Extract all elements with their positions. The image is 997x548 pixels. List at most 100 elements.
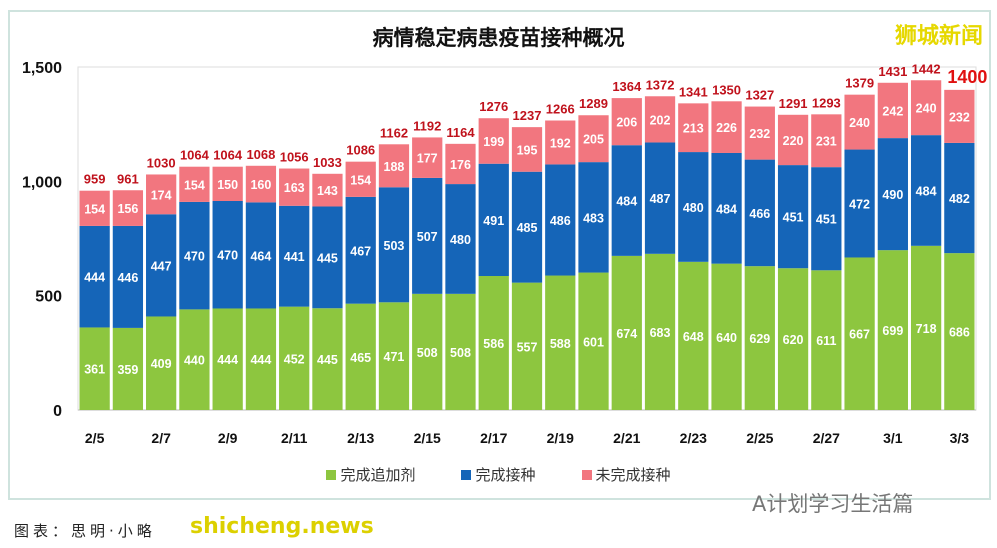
data-label: 174	[151, 188, 172, 202]
bar-segment-1	[378, 187, 410, 303]
total-label: 1293	[812, 95, 841, 110]
bar-segment-1	[412, 177, 443, 294]
data-label: 160	[250, 178, 271, 192]
x-tick-label: 2/15	[414, 430, 441, 446]
x-tick-label: 3/3	[950, 430, 970, 446]
bar-segment-0	[179, 309, 210, 410]
legend-swatch	[581, 470, 592, 480]
data-label: 163	[284, 181, 305, 195]
bar-segment-1	[844, 149, 875, 258]
data-label: 232	[949, 110, 970, 124]
total-label: 1162	[380, 125, 408, 140]
legend-item: 完成接种	[461, 464, 536, 485]
total-label: 1033	[313, 155, 342, 170]
data-label: 586	[483, 337, 504, 351]
data-label: 226	[716, 121, 737, 135]
data-label: 485	[517, 221, 538, 235]
bar-segment-2	[146, 174, 177, 215]
data-label: 601	[583, 335, 604, 349]
data-label: 503	[384, 239, 405, 253]
bar-segment-0	[245, 308, 277, 410]
data-label: 176	[450, 158, 471, 172]
bar-segment-0	[146, 316, 177, 410]
data-label: 484	[916, 184, 937, 198]
data-label: 361	[84, 363, 105, 377]
data-label: 470	[217, 249, 238, 263]
bar-segment-0	[345, 303, 376, 410]
bar-segment-0	[212, 308, 243, 410]
bar-segment-2	[179, 166, 210, 202]
data-label: 409	[151, 357, 172, 371]
data-label: 444	[84, 271, 105, 285]
data-label: 192	[550, 136, 571, 150]
bar-segment-2	[245, 165, 277, 203]
bar-segment-0	[910, 245, 942, 410]
bar-segment-0	[545, 275, 576, 410]
bar-segment-0	[378, 302, 410, 410]
data-label: 588	[550, 337, 571, 351]
bar-segment-2	[877, 82, 908, 139]
legend: 完成追加剂 完成接种 未完成接种	[0, 464, 997, 485]
data-label: 490	[882, 188, 903, 202]
bar-segment-0	[112, 327, 144, 410]
data-label: 195	[517, 143, 538, 157]
bar-segment-2	[711, 101, 742, 153]
total-label: 1327	[745, 88, 774, 103]
data-label: 242	[882, 104, 903, 118]
data-label: 686	[949, 326, 970, 340]
bar-segment-2	[79, 190, 110, 226]
y-tick-label: 0	[53, 403, 62, 420]
data-label: 206	[616, 116, 637, 130]
bar-segment-2	[279, 168, 310, 206]
bar-segment-0	[79, 327, 110, 410]
data-label: 202	[650, 113, 671, 127]
x-tick-label: 2/17	[480, 430, 507, 446]
bar-segment-1	[777, 165, 809, 269]
data-label: 445	[317, 353, 338, 367]
data-label: 452	[284, 352, 305, 366]
legend-label: 完成接种	[475, 466, 536, 484]
total-label: 1431	[878, 64, 907, 79]
total-label: 1237	[513, 108, 542, 123]
legend-label: 完成追加剂	[340, 466, 416, 484]
bar-segment-2	[212, 166, 243, 201]
data-label: 444	[250, 353, 271, 367]
data-label: 620	[783, 333, 804, 347]
data-label: 508	[417, 346, 438, 360]
total-label: 1266	[546, 102, 575, 117]
bar-segment-0	[312, 308, 343, 410]
data-label: 718	[916, 322, 937, 336]
total-label: 1276	[479, 99, 508, 114]
bar-segment-0	[445, 293, 476, 410]
bar-segment-1	[478, 163, 509, 277]
bar-segment-2	[312, 173, 343, 207]
bar-segment-0	[744, 266, 775, 410]
y-tick-label: 1,000	[22, 174, 62, 191]
data-label: 156	[117, 202, 138, 216]
data-label: 507	[417, 230, 438, 244]
total-label: 1164	[446, 125, 475, 140]
data-label: 154	[350, 173, 371, 187]
data-label: 451	[816, 213, 837, 227]
data-label: 470	[184, 250, 205, 264]
x-tick-label: 3/1	[883, 430, 903, 446]
bar-segment-1	[511, 171, 543, 283]
bar-segment-2	[611, 98, 642, 146]
bar-segment-2	[412, 137, 443, 178]
x-tick-label: 2/19	[547, 430, 574, 446]
total-label: 1064	[180, 148, 210, 163]
data-label: 667	[849, 328, 870, 342]
data-label: 451	[783, 211, 804, 225]
data-label: 444	[217, 353, 238, 367]
bar-segment-2	[910, 80, 942, 136]
data-label: 440	[184, 354, 205, 368]
bar-segment-1	[146, 214, 177, 317]
bar-segment-2	[511, 127, 543, 172]
bar-segment-1	[910, 135, 942, 246]
total-label: 961	[117, 171, 139, 186]
bar-segment-0	[478, 276, 509, 410]
x-tick-label: 2/7	[151, 430, 171, 446]
legend-item: 完成追加剂	[326, 464, 415, 485]
bar-segment-2	[644, 96, 676, 143]
